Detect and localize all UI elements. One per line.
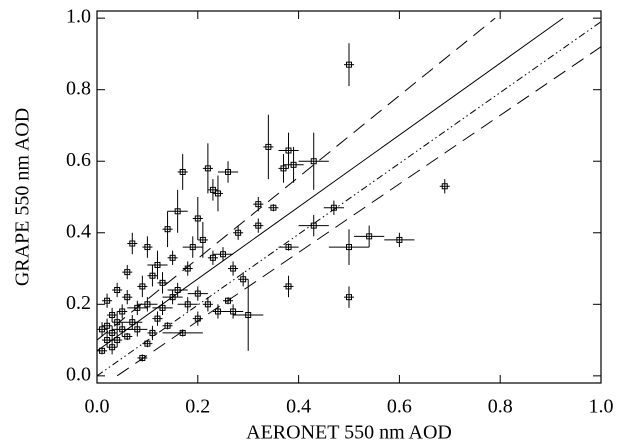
point bbox=[134, 304, 141, 311]
point bbox=[194, 215, 201, 222]
point bbox=[179, 168, 186, 175]
point bbox=[159, 279, 166, 286]
point bbox=[149, 272, 156, 279]
plot-area bbox=[97, 17, 601, 377]
x-tick-label: 0.0 bbox=[85, 396, 110, 418]
reference-line bbox=[116, 46, 601, 377]
point bbox=[174, 208, 181, 215]
point bbox=[129, 240, 136, 247]
y-tick-label: 0.2 bbox=[66, 292, 91, 314]
point bbox=[104, 297, 111, 304]
point bbox=[220, 251, 226, 258]
point bbox=[194, 290, 201, 297]
point bbox=[346, 294, 352, 301]
point bbox=[119, 326, 126, 333]
point bbox=[104, 322, 111, 329]
point bbox=[99, 347, 106, 354]
point bbox=[184, 265, 191, 272]
point bbox=[114, 287, 121, 293]
point bbox=[179, 329, 186, 336]
y-tick-label: 1.0 bbox=[66, 6, 91, 28]
point bbox=[164, 226, 171, 233]
point bbox=[129, 319, 136, 326]
y-tick-label: 0.0 bbox=[66, 363, 91, 385]
point bbox=[366, 233, 373, 240]
point bbox=[169, 254, 176, 261]
point bbox=[114, 337, 121, 344]
point bbox=[230, 308, 237, 315]
point bbox=[230, 265, 237, 272]
x-tick-label: 0.2 bbox=[185, 396, 210, 418]
point bbox=[255, 201, 262, 208]
point bbox=[124, 269, 131, 276]
point bbox=[285, 283, 292, 290]
point bbox=[109, 312, 116, 319]
point bbox=[184, 301, 191, 308]
point bbox=[164, 322, 171, 329]
point bbox=[346, 244, 352, 251]
point bbox=[204, 301, 211, 308]
point bbox=[265, 143, 272, 150]
point bbox=[209, 254, 216, 261]
point bbox=[214, 308, 221, 315]
point bbox=[209, 186, 216, 193]
y-tick-label: 0.4 bbox=[66, 220, 91, 242]
point bbox=[270, 204, 277, 211]
point bbox=[99, 326, 106, 333]
reference-line bbox=[97, 21, 601, 377]
point bbox=[285, 147, 292, 154]
point bbox=[114, 319, 121, 326]
point bbox=[144, 244, 151, 251]
point bbox=[214, 190, 221, 197]
point bbox=[194, 315, 201, 322]
point bbox=[109, 329, 116, 336]
x-axis-label: AERONET 550 nm AOD bbox=[246, 422, 452, 444]
point bbox=[330, 204, 337, 211]
point bbox=[204, 165, 211, 172]
x-tick-label: 1.0 bbox=[589, 396, 614, 418]
point bbox=[169, 294, 176, 301]
point bbox=[119, 308, 126, 315]
point bbox=[189, 244, 196, 251]
point bbox=[199, 236, 206, 243]
point bbox=[346, 61, 352, 68]
plot-frame bbox=[96, 10, 602, 384]
point bbox=[310, 158, 317, 165]
x-tick-label: 0.6 bbox=[387, 396, 412, 418]
reference-line bbox=[97, 17, 496, 341]
y-tick-label: 0.8 bbox=[66, 77, 91, 99]
point bbox=[154, 261, 161, 268]
point bbox=[225, 168, 232, 175]
point bbox=[441, 183, 448, 190]
point bbox=[280, 165, 287, 172]
point bbox=[159, 304, 166, 311]
point bbox=[174, 287, 181, 293]
reference-line bbox=[97, 17, 564, 352]
x-tick-label: 0.8 bbox=[488, 396, 513, 418]
point bbox=[139, 283, 146, 290]
point bbox=[290, 161, 297, 168]
x-tick-label: 0.4 bbox=[286, 396, 311, 418]
y-axis-label: GRAPE 550 nm AOD bbox=[12, 108, 34, 286]
point bbox=[255, 222, 262, 229]
point bbox=[139, 354, 146, 361]
point bbox=[109, 344, 116, 351]
point bbox=[240, 276, 247, 283]
point bbox=[144, 301, 151, 308]
y-tick-label: 0.6 bbox=[66, 149, 91, 171]
point bbox=[310, 222, 317, 229]
point bbox=[144, 340, 151, 347]
point bbox=[134, 326, 141, 333]
point bbox=[235, 229, 242, 236]
point bbox=[225, 297, 232, 304]
point bbox=[124, 333, 131, 340]
point bbox=[285, 244, 292, 251]
point bbox=[124, 294, 131, 301]
point bbox=[245, 312, 252, 319]
point bbox=[104, 337, 111, 344]
point bbox=[396, 236, 403, 243]
point bbox=[154, 315, 161, 322]
point bbox=[149, 329, 156, 336]
